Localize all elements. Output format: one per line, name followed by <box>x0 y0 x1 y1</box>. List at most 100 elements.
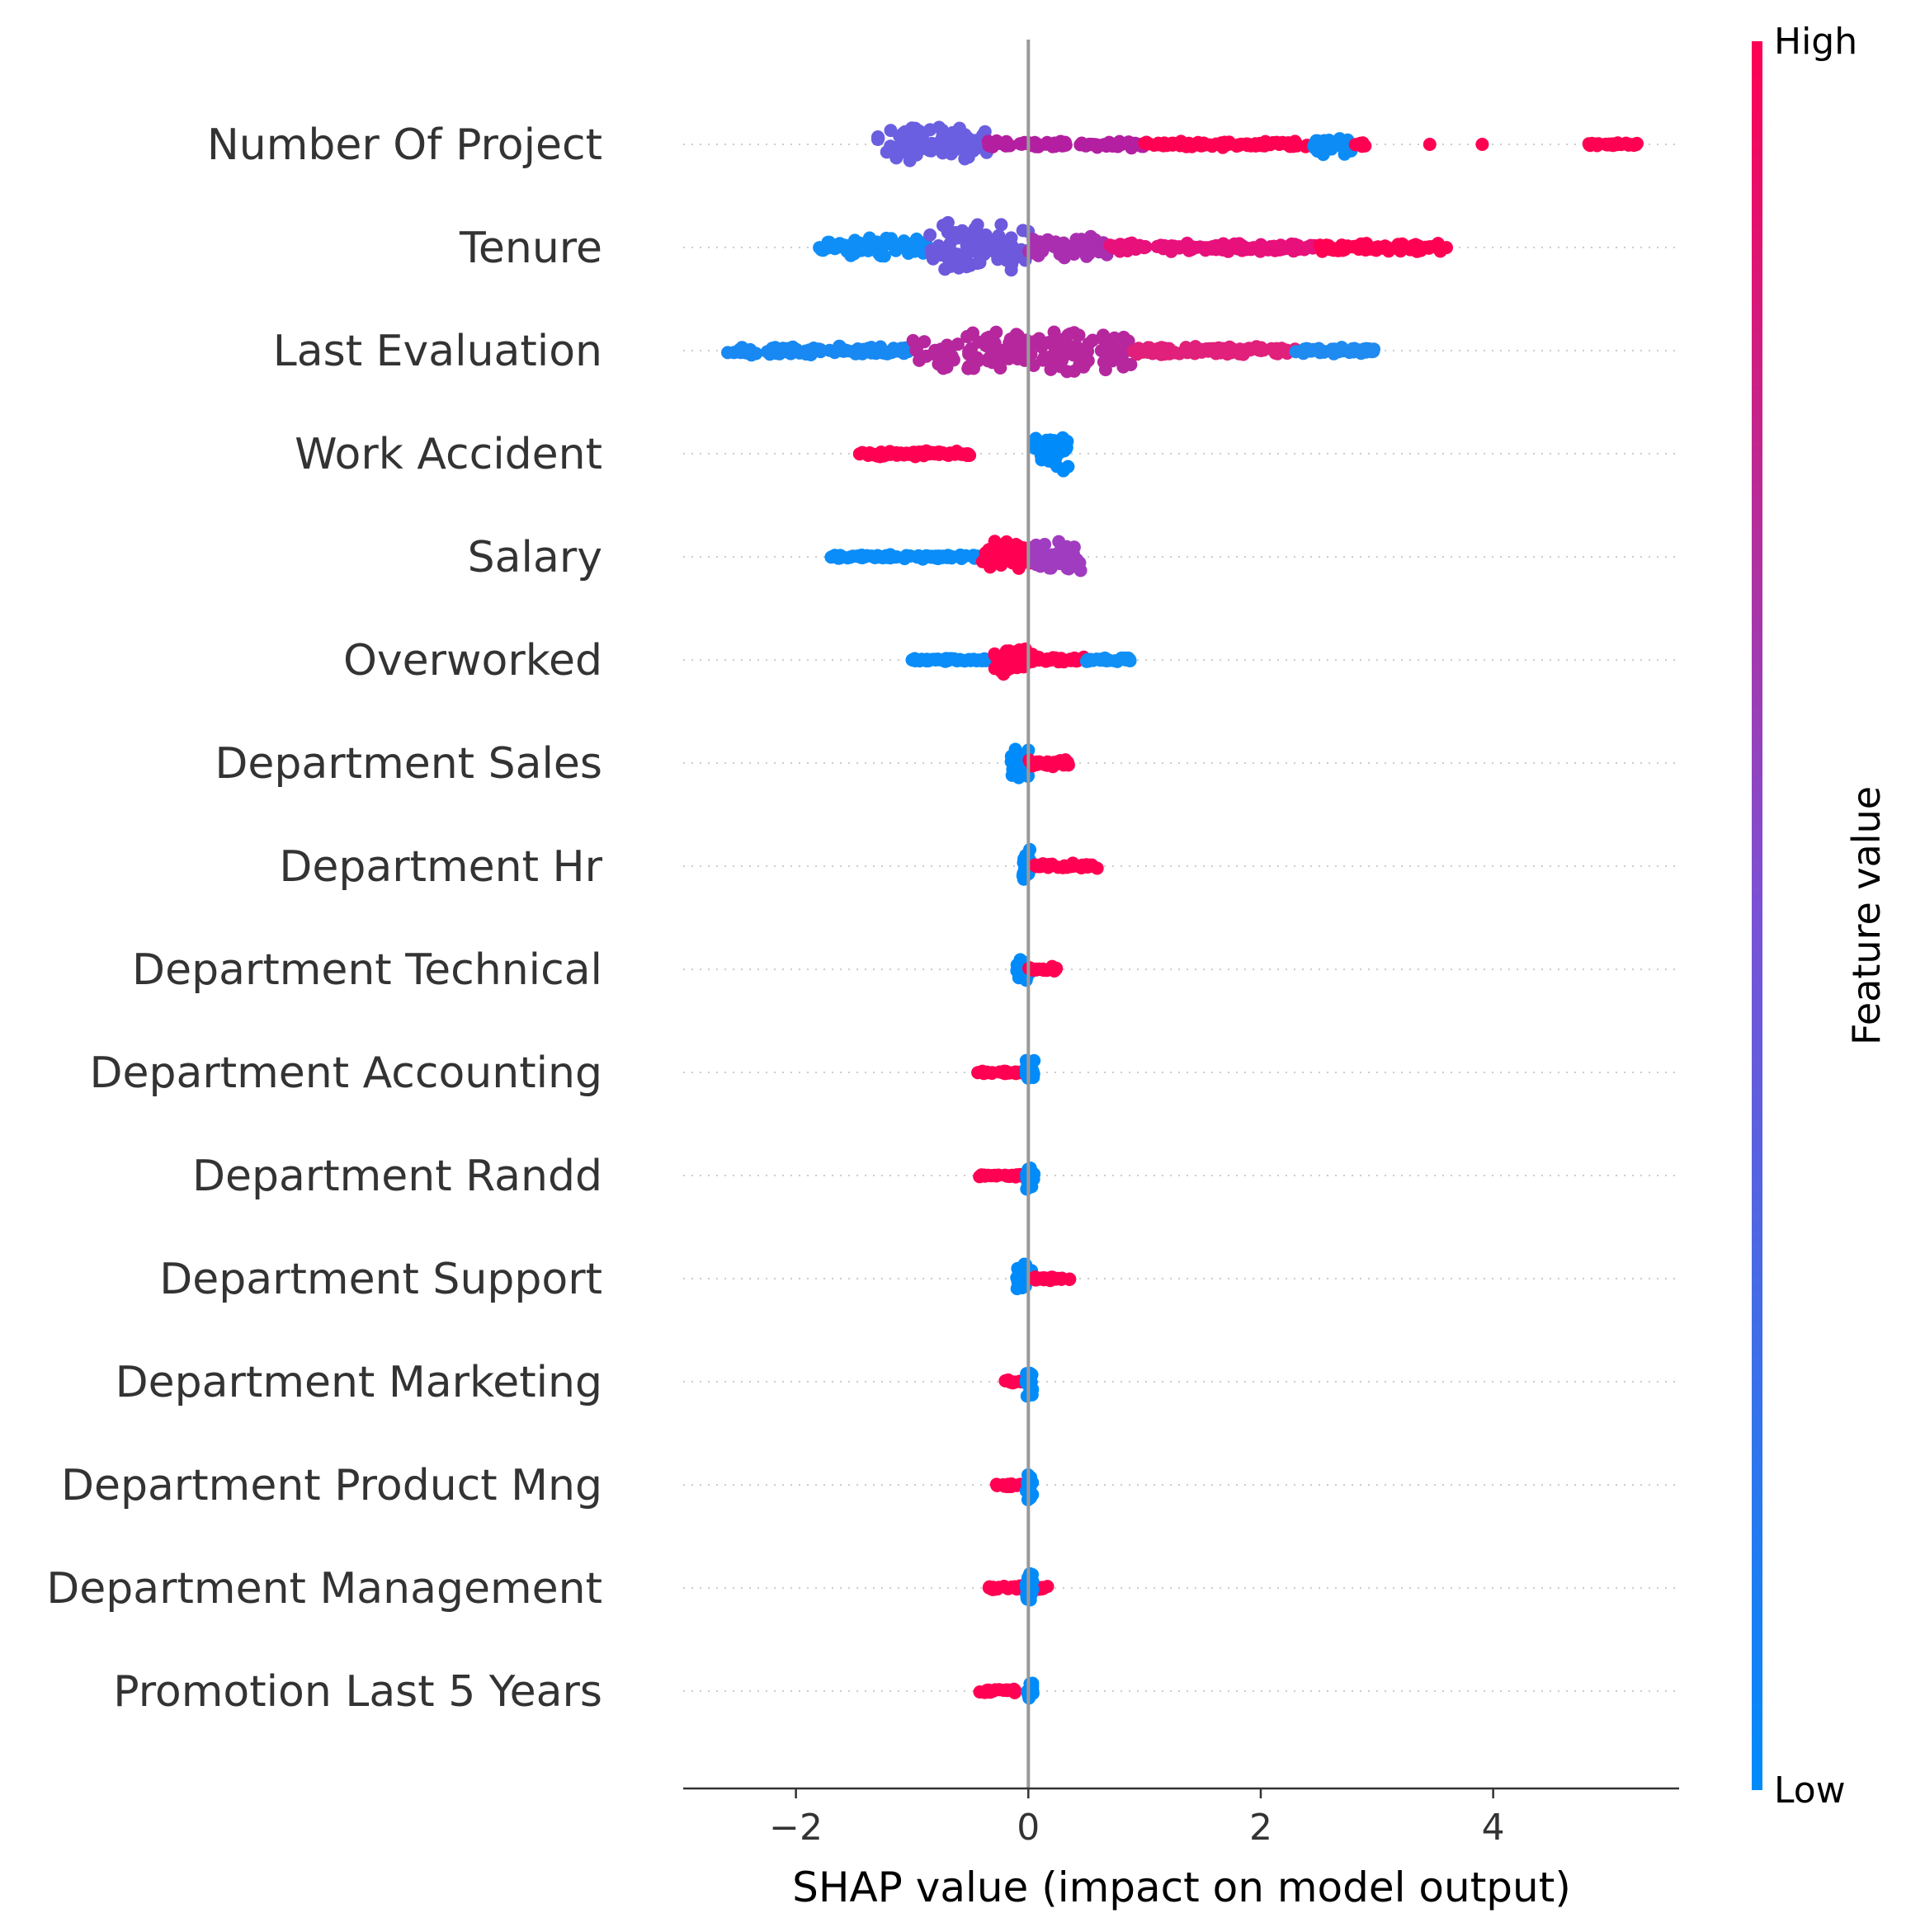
shap-point <box>1072 328 1086 342</box>
shap-point <box>1017 866 1031 880</box>
shap-point <box>932 239 946 252</box>
shap-point <box>994 218 1008 232</box>
shap-point <box>869 346 883 360</box>
shap-point <box>1005 768 1019 782</box>
shap-point <box>1097 328 1111 342</box>
x-tick-label: 4 <box>1482 1807 1505 1849</box>
shap-point <box>948 447 962 461</box>
shap-point <box>1368 241 1382 255</box>
shap-point <box>1082 337 1096 351</box>
shap-point <box>1003 139 1017 153</box>
shap-point <box>923 228 937 242</box>
shap-point <box>1003 541 1017 555</box>
shap-point <box>846 245 860 259</box>
shap-point <box>962 653 976 667</box>
shap-point <box>1111 654 1125 668</box>
shap-point <box>978 1169 992 1183</box>
shap-point <box>890 448 904 462</box>
shap-point <box>985 1066 999 1080</box>
shap-point <box>1040 758 1055 772</box>
shap-point <box>940 346 954 360</box>
shap-point <box>1003 350 1017 364</box>
shap-point <box>993 361 1007 375</box>
shap-point <box>1158 343 1172 357</box>
shap-point <box>928 447 942 461</box>
shap-point <box>1125 241 1139 255</box>
shap-point <box>955 224 970 238</box>
shap-point <box>1055 652 1069 666</box>
shap-point <box>1286 136 1300 150</box>
shap-point <box>1013 137 1027 151</box>
shap-point <box>971 354 985 368</box>
shap-point <box>982 1685 996 1699</box>
shap-point <box>1049 235 1063 249</box>
shap-point <box>1606 137 1620 151</box>
shap-point <box>1059 753 1073 767</box>
shap-point <box>721 346 734 360</box>
shap-point <box>1394 238 1408 252</box>
shap-point <box>1060 244 1074 258</box>
feature-label: Department Support <box>159 1255 602 1304</box>
shap-point <box>1254 344 1268 357</box>
shap-point <box>1123 653 1137 667</box>
feature-label: Department Sales <box>215 739 602 789</box>
shap-point <box>1193 139 1207 153</box>
shap-point <box>1263 240 1277 254</box>
shap-point <box>1351 137 1365 151</box>
shap-point <box>1075 136 1088 150</box>
shap-point <box>1055 1272 1069 1286</box>
shap-point <box>1010 1282 1024 1296</box>
shap-point <box>960 252 974 266</box>
shap-point <box>1082 247 1096 261</box>
shap-point <box>998 1067 1012 1081</box>
shap-point <box>1336 243 1350 257</box>
shap-point <box>799 344 813 358</box>
shap-point <box>912 124 926 138</box>
shap-point <box>1475 138 1489 151</box>
shap-point <box>991 554 1005 568</box>
shap-point <box>848 233 861 247</box>
shap-point <box>944 147 958 161</box>
feature-label: Overworked <box>343 636 602 686</box>
shap-point <box>1145 346 1159 360</box>
shap-point <box>1029 440 1043 454</box>
shap-point <box>1051 439 1065 453</box>
shap-point <box>1138 136 1152 150</box>
shap-point <box>950 654 964 667</box>
shap-point <box>857 345 871 359</box>
shap-point <box>1056 464 1070 478</box>
feature-label: Salary <box>468 533 602 582</box>
shap-point <box>1247 241 1261 255</box>
feature-label: Department Randd <box>192 1152 602 1201</box>
shap-point <box>873 248 887 262</box>
shap-point <box>1023 1162 1037 1175</box>
shap-point <box>1291 238 1305 252</box>
shap-point <box>992 229 1006 243</box>
shap-point <box>904 238 918 252</box>
shap-point <box>961 361 975 375</box>
shap-point <box>1200 342 1214 356</box>
colorbar: High Low Feature value <box>1752 21 1889 1812</box>
shap-point <box>952 121 966 135</box>
shap-point <box>1354 346 1368 360</box>
shap-point <box>940 360 954 374</box>
shap-point <box>1029 538 1043 552</box>
x-axis: −2 0 2 4 <box>683 1787 1679 1849</box>
feature-label: Department Technical <box>132 945 602 995</box>
shap-point <box>865 549 879 563</box>
shap-point <box>960 330 974 343</box>
shap-point <box>1047 340 1061 354</box>
shap-point <box>1069 339 1083 353</box>
shap-point <box>875 551 889 565</box>
shap-point <box>835 344 849 357</box>
shap-point <box>816 243 830 257</box>
shap-point <box>999 1478 1013 1492</box>
shap-point <box>1103 238 1117 252</box>
shap-point <box>893 130 907 144</box>
shap-point <box>1075 858 1089 872</box>
shap-point <box>1043 1270 1057 1284</box>
shap-point <box>1031 235 1045 249</box>
shap-point <box>1151 138 1165 152</box>
feature-label: Department Management <box>46 1564 602 1614</box>
shap-point <box>1026 359 1040 372</box>
